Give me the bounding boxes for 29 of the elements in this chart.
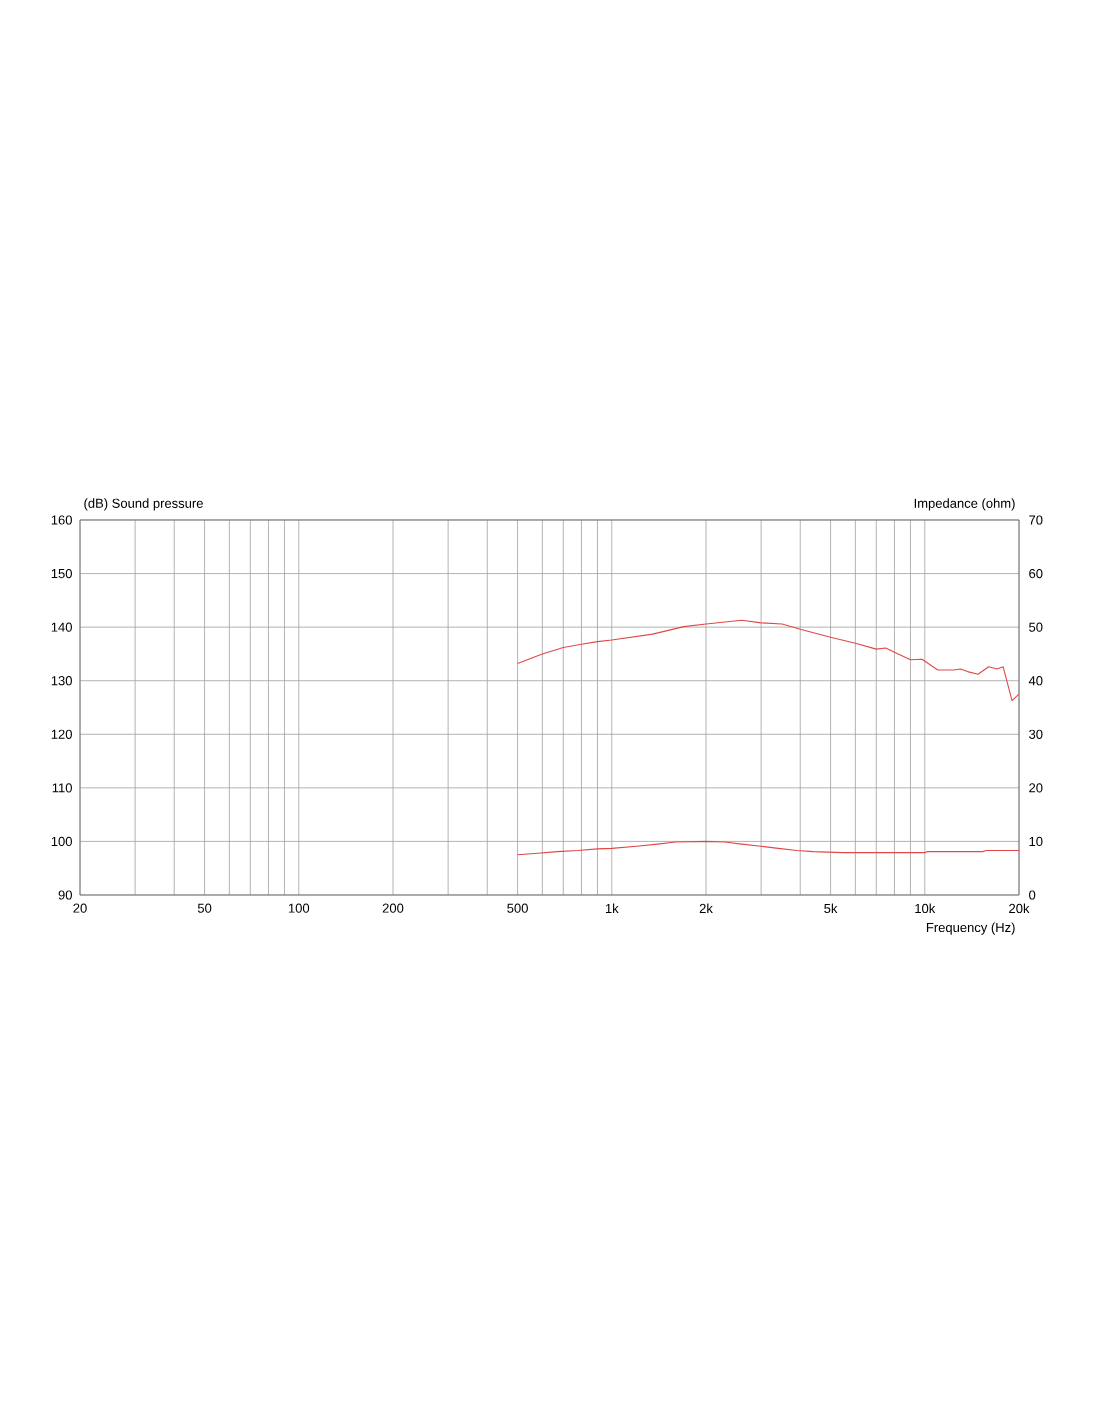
x-tick-label: 200 bbox=[382, 903, 404, 913]
x-tick-label: 10k bbox=[915, 903, 936, 914]
x-axis-title: Frequency (Hz) bbox=[926, 922, 1015, 935]
x-tick-label: 20k bbox=[1009, 903, 1030, 914]
x-tick-label: 1k bbox=[605, 903, 619, 913]
x-tick-label: 50 bbox=[197, 903, 212, 913]
y2-tick-label: 0 bbox=[1029, 890, 1036, 900]
y-tick-label: 140 bbox=[51, 622, 72, 632]
x-tick-label: 100 bbox=[288, 903, 310, 913]
y-tick-label: 90 bbox=[58, 890, 72, 900]
y-tick-label: 160 bbox=[51, 515, 72, 525]
x-tick-label: 500 bbox=[507, 903, 528, 913]
y-tick-label: 100 bbox=[51, 836, 72, 847]
y2-tick-label: 60 bbox=[1029, 568, 1043, 579]
y-axis-title: (dB) Sound pressure bbox=[84, 498, 203, 511]
y2-tick-label: 30 bbox=[1029, 729, 1043, 739]
y2-axis-title: Impedance (ohm) bbox=[914, 498, 1015, 511]
y-tick-label: 130 bbox=[51, 676, 72, 686]
y-tick-label: 150 bbox=[51, 568, 72, 579]
y2-tick-label: 40 bbox=[1028, 676, 1043, 686]
x-tick-label: 2k bbox=[699, 903, 713, 913]
y2-tick-label: 70 bbox=[1029, 515, 1043, 525]
y2-tick-label: 10 bbox=[1029, 836, 1043, 847]
y-tick-label: 120 bbox=[51, 729, 72, 739]
y-tick-label: 110 bbox=[52, 783, 72, 793]
x-tick-label: 5k bbox=[824, 903, 838, 914]
y2-tick-label: 50 bbox=[1029, 622, 1043, 632]
y2-tick-label: 20 bbox=[1029, 783, 1043, 793]
x-tick-label: 20 bbox=[73, 903, 87, 913]
